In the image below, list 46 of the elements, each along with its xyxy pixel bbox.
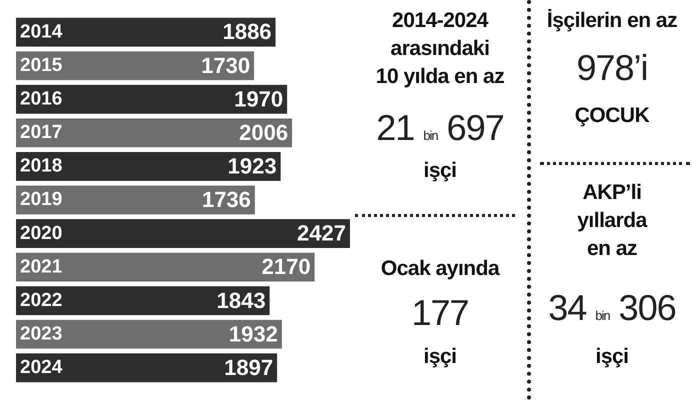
text: 34 bin 306 [548,287,676,328]
y-tick-label: 2020 [20,222,62,244]
data-label: 1897 [224,354,274,380]
y-tick-label: 2021 [20,256,63,278]
y-tick-label: 2023 [20,323,62,344]
data-label: 1730 [201,52,250,78]
bar [16,118,292,148]
text: 978’i [576,47,648,88]
data-label: 1736 [202,187,251,212]
bar [16,152,281,181]
text: ÇOCUK [574,104,650,127]
data-label: 2170 [262,254,311,280]
text: 21 bin 697 [376,107,504,148]
y-tick-label: 2018 [20,156,62,177]
data-label: 1843 [216,288,266,313]
text: işçi [423,159,457,182]
text: en az [586,237,638,260]
text: İşçilerin en az [546,9,678,32]
text: AKP’li [582,181,642,204]
bar [16,353,278,382]
text: Ocak ayında [380,257,500,280]
text: işçi [595,345,629,368]
y-tick-label: 2016 [20,88,62,110]
text: 2014-2024 [392,9,488,32]
bar [16,219,350,248]
y-tick-label: 2019 [20,189,62,210]
data-label: 2006 [239,120,288,145]
data-label: 1923 [228,154,277,178]
text: yıllarda [577,209,647,232]
text: işçi [423,345,457,368]
bar [16,186,255,214]
bar [16,84,288,114]
y-tick-label: 2015 [20,54,63,76]
bar [16,252,315,282]
y-tick-label: 2017 [20,122,62,144]
text: 177 [411,292,469,333]
data-label: 1970 [234,86,284,112]
data-label: 1932 [228,321,278,346]
y-tick-label: 2022 [20,290,62,311]
y-tick-label: 2024 [20,357,63,378]
bar [16,18,276,47]
text: arasındaki [390,37,490,60]
data-label: 2427 [297,220,346,246]
y-tick-label: 2014 [20,21,63,42]
text: 10 yılda en az [376,65,504,88]
data-label: 1886 [222,19,272,44]
